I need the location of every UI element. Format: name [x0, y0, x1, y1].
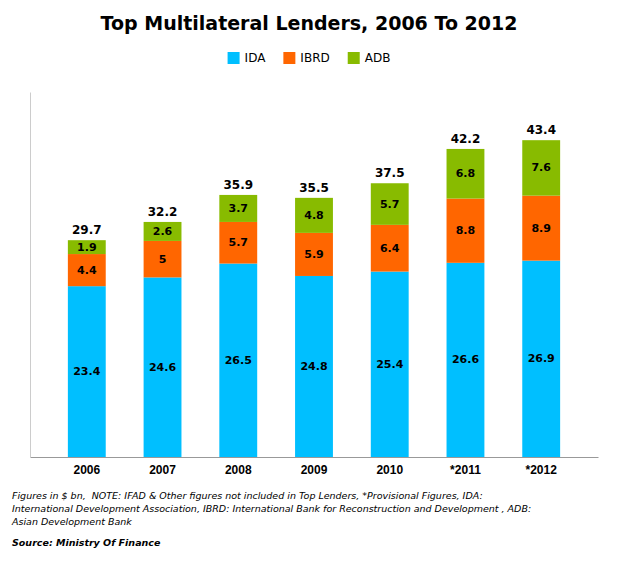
footnote: Figures in $ bn, NOTE: IFAD & Other figu… [11, 490, 531, 527]
x-tick-label: 2007 [149, 463, 176, 477]
data-label: 25.4 [376, 358, 403, 371]
x-tick-label: 2008 [225, 463, 252, 477]
total-label: 35.9 [223, 178, 253, 192]
legend-item: ADB [348, 51, 391, 65]
x-axis-line [31, 457, 599, 458]
bar [371, 225, 409, 272]
bar [68, 254, 106, 286]
x-tick-label: 2009 [301, 463, 328, 477]
bar [371, 272, 409, 457]
x-tick-label: 2006 [73, 463, 100, 477]
bar [522, 261, 560, 457]
legend-label: ADB [365, 51, 391, 65]
x-tick-label: *2012 [526, 463, 558, 477]
bar [522, 196, 560, 261]
data-label: 26.6 [452, 353, 479, 366]
total-label: 43.4 [526, 123, 556, 137]
y-axis-line [30, 93, 31, 458]
data-label: 5.9 [304, 248, 324, 261]
bar [68, 240, 106, 254]
bar [219, 264, 257, 457]
data-label: 5.7 [380, 198, 400, 211]
data-label: 23.4 [73, 365, 100, 378]
x-tick-label: *2011 [450, 463, 481, 477]
legend-swatch [228, 52, 240, 64]
total-label: 42.2 [451, 132, 481, 146]
data-label: 4.4 [77, 264, 97, 277]
data-label: 26.5 [225, 354, 252, 367]
x-tick: *2011 [450, 463, 481, 477]
bars [68, 140, 560, 457]
data-label: 24.8 [300, 360, 327, 373]
bar [219, 222, 257, 264]
data-label: 3.7 [229, 202, 249, 215]
x-tick: 2008 [225, 463, 252, 477]
legend-swatch [283, 52, 295, 64]
data-label: 5.7 [229, 236, 249, 249]
data-label: 6.8 [456, 167, 476, 180]
chart: Top Multilateral Lenders, 2006 To 2012 23… [0, 0, 618, 575]
x-tick: 2006 [73, 463, 100, 477]
data-label: 6.4 [380, 242, 400, 255]
data-label: 26.9 [528, 352, 555, 365]
series [68, 196, 560, 287]
data-label: 7.6 [531, 161, 551, 174]
y-axis [30, 93, 31, 458]
bar [144, 241, 182, 277]
bar [295, 198, 333, 233]
bar [447, 149, 485, 199]
data-label: 24.6 [149, 361, 176, 374]
data-label: 8.9 [531, 222, 551, 235]
bar [371, 183, 409, 225]
bar [295, 233, 333, 276]
data-label: 4.8 [304, 209, 324, 222]
title: Top Multilateral Lenders, 2006 To 2012 [101, 12, 518, 34]
legend-item: IBRD [283, 51, 329, 65]
series [68, 140, 560, 254]
legend: IDA IBRD ADB [228, 51, 391, 65]
x-tick: 2010 [376, 463, 403, 477]
legend-label: IDA [245, 51, 267, 65]
data-labels: 23.4 24.6 26.5 24.8 25.4 26.6 26.9 4.4 5 5.7 5.9 6.… [72, 123, 556, 378]
x-tick: *2012 [526, 463, 558, 477]
x-tick-label: 2010 [376, 463, 403, 477]
bar [522, 140, 560, 195]
x-axis: 2006 2007 2008 2009 2010 *2011 *2012 [31, 458, 599, 477]
data-label: 1.9 [77, 241, 97, 254]
legend-swatch [348, 52, 360, 64]
total-label: 32.2 [148, 205, 178, 219]
x-tick: 2009 [301, 463, 328, 477]
bar [68, 286, 106, 457]
bar [447, 263, 485, 457]
source: Source: Ministry Of Finance [12, 537, 161, 548]
data-label: 8.8 [456, 224, 476, 237]
bar [295, 276, 333, 457]
bar [144, 277, 182, 457]
x-tick: 2007 [149, 463, 176, 477]
bar [144, 222, 182, 241]
data-label: 5 [159, 253, 167, 266]
total-label: 29.7 [72, 223, 102, 237]
bar [447, 199, 485, 263]
plot: 23.4 24.6 26.5 24.8 25.4 26.6 26.9 4.4 5 5.7 5.9 6.… [31, 93, 599, 477]
legend-item: IDA [228, 51, 267, 65]
bar [219, 195, 257, 222]
total-label: 35.5 [299, 181, 329, 195]
legend-label: IBRD [300, 51, 329, 65]
data-label: 2.6 [153, 225, 173, 238]
series [68, 261, 560, 457]
total-label: 37.5 [375, 166, 405, 180]
